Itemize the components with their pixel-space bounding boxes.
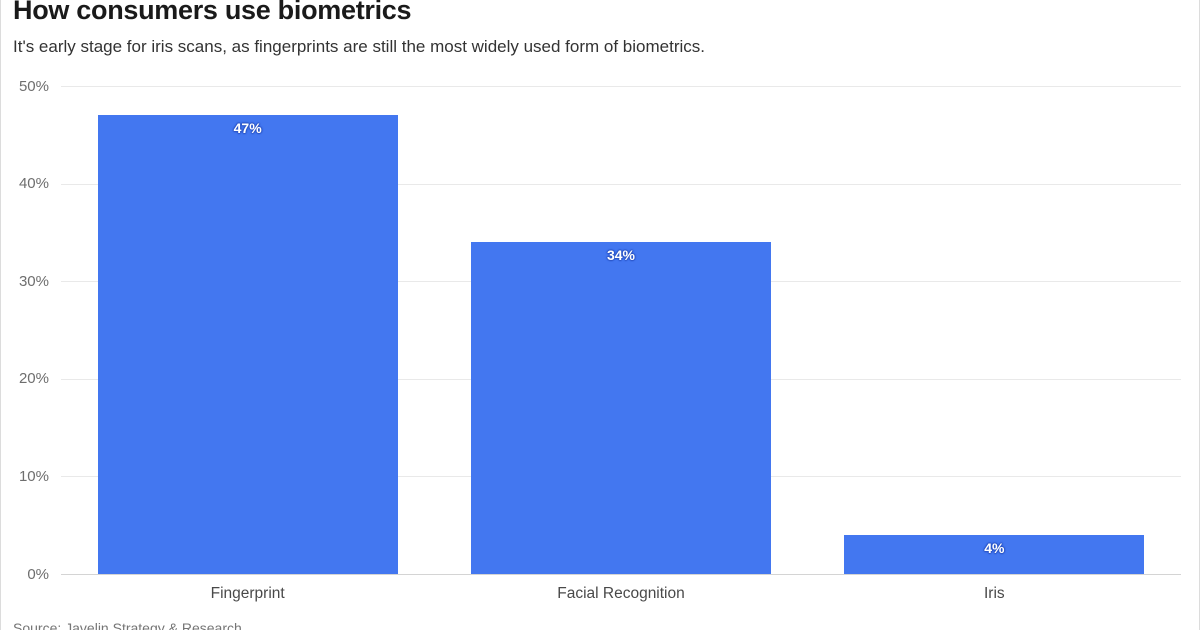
chart-subtitle: It's early stage for iris scans, as fing… [13, 37, 705, 56]
y-axis-label: 50% [18, 77, 49, 95]
bar: 34% [471, 242, 771, 574]
y-axis-label: 20% [18, 370, 49, 388]
y-axis-label: 40% [18, 175, 49, 193]
x-axis-label: Facial Recognition [557, 585, 685, 602]
gridline [61, 183, 1181, 185]
bar: 47% [97, 115, 398, 574]
plot-area: 0% 10% 20% 30% 40% 50% 47% Fingerprint 34% Facial… [19, 78, 1181, 602]
x-axis-baseline [61, 574, 1181, 575]
bar-value-label: 34% [606, 247, 636, 264]
bar: 4% [844, 534, 1145, 574]
gridline [61, 86, 1181, 87]
source-note: Source: Javelin Strategy & Research [13, 620, 242, 630]
y-axis-label: 30% [18, 272, 49, 290]
x-axis-label: Iris [983, 585, 1005, 602]
y-axis-label: 0% [27, 565, 49, 583]
bar-value-label: 4% [984, 539, 1005, 556]
y-axis-label: 10% [18, 467, 49, 485]
bar-value-label: 47% [233, 120, 262, 137]
chart-title: How consumers use biometrics [13, 0, 412, 25]
x-axis-label: Fingerprint [210, 585, 285, 602]
